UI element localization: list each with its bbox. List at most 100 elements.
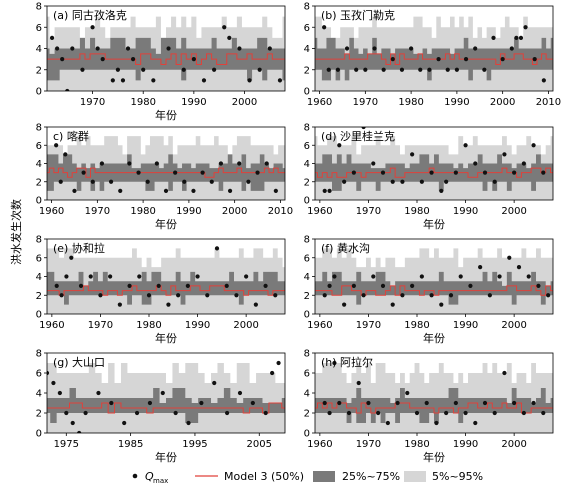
data-point — [390, 302, 395, 307]
x-axis-label: 年份 — [423, 331, 445, 345]
data-point — [181, 67, 186, 72]
data-point — [516, 265, 522, 270]
plot-area — [315, 16, 553, 91]
data-point — [64, 410, 69, 416]
x-axis-label: 年份 — [155, 108, 177, 122]
data-point — [395, 400, 400, 406]
panel-title: (b) 玉孜门勒克 — [321, 8, 395, 22]
x-tick-label: 1960 — [39, 206, 64, 217]
x-tick-label: 1970 — [88, 320, 113, 331]
data-point — [225, 410, 230, 416]
data-point — [532, 57, 537, 62]
y-tick-label: 4 — [304, 389, 310, 400]
data-point — [90, 179, 95, 184]
data-point — [47, 370, 50, 376]
data-point — [227, 35, 232, 40]
data-point — [63, 152, 68, 157]
y-tick-label: 6 — [36, 141, 42, 152]
data-point — [410, 152, 415, 157]
y-tick-label: 2 — [36, 65, 42, 76]
data-point — [518, 35, 524, 40]
data-point — [361, 127, 366, 130]
data-point — [335, 67, 340, 72]
data-point — [327, 283, 332, 288]
band-25-75 — [315, 271, 553, 305]
data-point — [141, 67, 146, 72]
legend-outer-label: 5%~95% — [432, 470, 483, 483]
data-point — [212, 380, 217, 386]
data-point — [371, 274, 376, 279]
plot-area — [47, 246, 285, 314]
data-point — [478, 265, 483, 270]
data-point — [444, 410, 449, 416]
data-point — [342, 179, 347, 184]
data-point — [98, 293, 103, 298]
data-point — [337, 400, 342, 406]
data-point — [473, 161, 478, 166]
data-point — [127, 161, 132, 166]
data-point — [115, 67, 120, 72]
data-point — [214, 246, 220, 251]
data-point — [541, 78, 546, 83]
data-point — [354, 67, 359, 72]
data-point — [108, 274, 113, 279]
data-point — [151, 78, 156, 83]
x-tick-label: 1990 — [453, 206, 478, 217]
data-point — [356, 380, 361, 386]
data-point — [81, 170, 86, 175]
y-tick-label: 8 — [304, 2, 310, 13]
data-point — [497, 274, 502, 279]
panel-b: 0 2 4 6 8 1960 1970 1980 1990 2000 2010 (b) 玉孜门勒克 — [304, 2, 562, 109]
data-point — [57, 390, 62, 396]
x-tick-label: 2000 — [233, 320, 258, 331]
y-tick-label: 4 — [304, 44, 310, 55]
data-point — [453, 400, 458, 406]
data-point — [72, 188, 77, 193]
data-point — [327, 188, 332, 193]
data-point — [117, 302, 122, 307]
data-point — [173, 170, 178, 175]
data-point — [322, 400, 327, 406]
plot-area — [315, 360, 553, 433]
data-point — [492, 179, 497, 184]
plot-area — [315, 248, 553, 314]
data-point — [118, 188, 123, 193]
data-point — [410, 283, 415, 288]
data-point — [509, 46, 514, 51]
median-line — [47, 402, 285, 414]
y-tick-label: 8 — [36, 123, 42, 134]
data-point — [463, 143, 468, 148]
data-point — [127, 283, 132, 288]
data-point — [125, 46, 131, 51]
panel-title: (e) 协和拉 — [53, 241, 105, 255]
data-point — [195, 274, 200, 279]
data-point — [49, 35, 55, 40]
y-tick-label: 2 — [304, 291, 310, 302]
data-point — [361, 293, 366, 298]
plot-area — [47, 136, 285, 200]
data-point — [439, 188, 444, 193]
y-tick-label: 4 — [36, 159, 42, 170]
x-tick-label: 1960 — [307, 320, 332, 331]
y-tick-label: 0 — [36, 87, 42, 98]
x-tick-label: 1980 — [136, 320, 161, 331]
data-point — [473, 420, 478, 426]
data-point — [326, 67, 331, 72]
data-point — [185, 283, 190, 288]
data-point — [244, 274, 249, 279]
data-point — [146, 293, 152, 298]
median-line — [47, 53, 285, 65]
data-point — [327, 410, 332, 416]
data-point — [473, 46, 478, 51]
legend-outer-swatch — [404, 471, 426, 482]
band-25-75 — [315, 388, 553, 423]
data-point — [54, 283, 59, 288]
data-point — [227, 188, 233, 193]
data-point — [137, 274, 142, 279]
x-tick-label: 1970 — [80, 97, 105, 108]
